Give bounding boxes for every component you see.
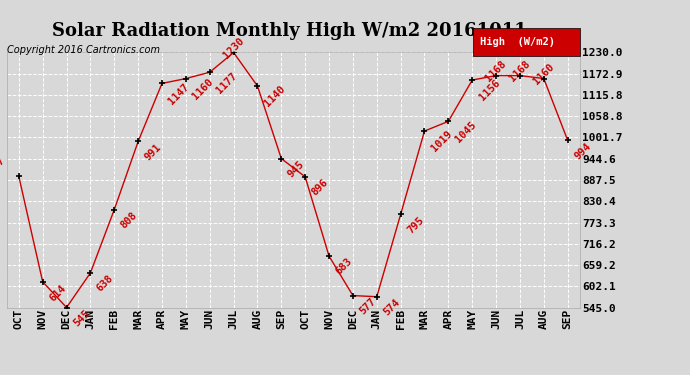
Text: 1168: 1168 [508,59,532,84]
Text: Copyright 2016 Cartronics.com: Copyright 2016 Cartronics.com [7,45,160,55]
Text: 1019: 1019 [429,129,454,154]
Text: 638: 638 [95,273,115,294]
Text: 991: 991 [143,142,164,162]
Text: 897: 897 [0,155,7,176]
Text: 1160: 1160 [531,62,556,87]
Text: 896: 896 [310,177,331,197]
Text: High  (W/m2): High (W/m2) [480,37,555,47]
Text: 795: 795 [406,215,426,235]
Text: 614: 614 [48,283,68,303]
Text: 1168: 1168 [484,59,509,84]
Text: 1177: 1177 [215,70,239,95]
Text: 577: 577 [357,296,378,316]
Text: 1045: 1045 [453,119,478,144]
Text: Solar Radiation Monthly High W/m2 20161011: Solar Radiation Monthly High W/m2 201610… [52,22,527,40]
Text: 545: 545 [71,308,92,328]
Text: 683: 683 [334,256,354,277]
Text: 1156: 1156 [477,78,502,103]
Text: 1230: 1230 [221,36,246,60]
Text: 1160: 1160 [190,76,215,101]
Text: 945: 945 [286,159,306,179]
Text: 574: 574 [382,297,402,317]
Text: 808: 808 [119,210,139,230]
Text: 1140: 1140 [262,84,287,109]
Text: 994: 994 [573,141,593,161]
Text: 1147: 1147 [167,81,192,106]
